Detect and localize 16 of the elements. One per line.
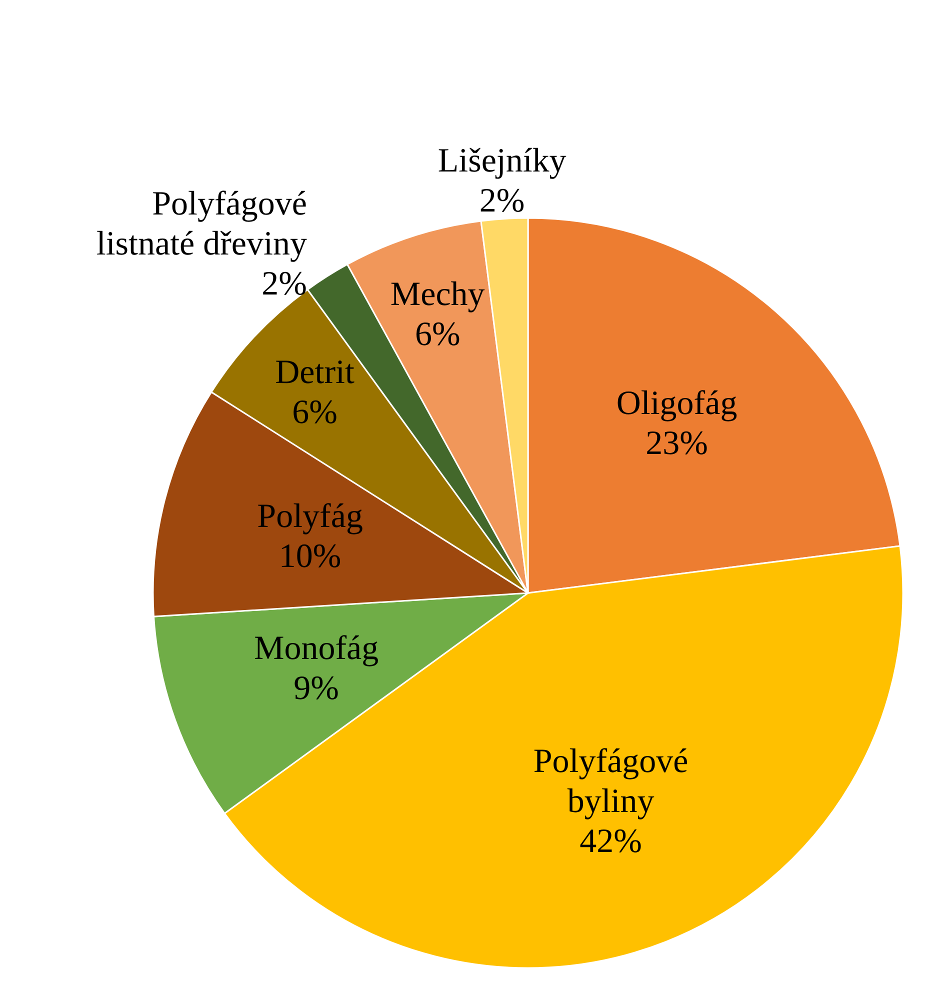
data-label: 9% xyxy=(294,670,339,708)
slice-label: Monofág xyxy=(254,630,379,668)
data-label: 6% xyxy=(414,316,460,353)
data-label: 2% xyxy=(262,266,307,303)
data-label: 2% xyxy=(479,182,525,220)
slice-label: Polyfágové listnaté dřeviny xyxy=(96,186,307,263)
data-label: 42% xyxy=(580,823,642,860)
data-label: 23% xyxy=(646,425,708,462)
slice-label: Mechy xyxy=(390,276,485,313)
slice-label: Detrit xyxy=(275,354,355,391)
slice-label: Polyfág xyxy=(257,498,363,536)
data-label: 10% xyxy=(278,538,342,576)
data-label: 6% xyxy=(292,394,338,431)
slice-label: Lišejníky xyxy=(438,142,566,180)
slice-label: Oligofág xyxy=(616,385,738,422)
slice-label: Polyfágové byliny xyxy=(533,743,688,820)
